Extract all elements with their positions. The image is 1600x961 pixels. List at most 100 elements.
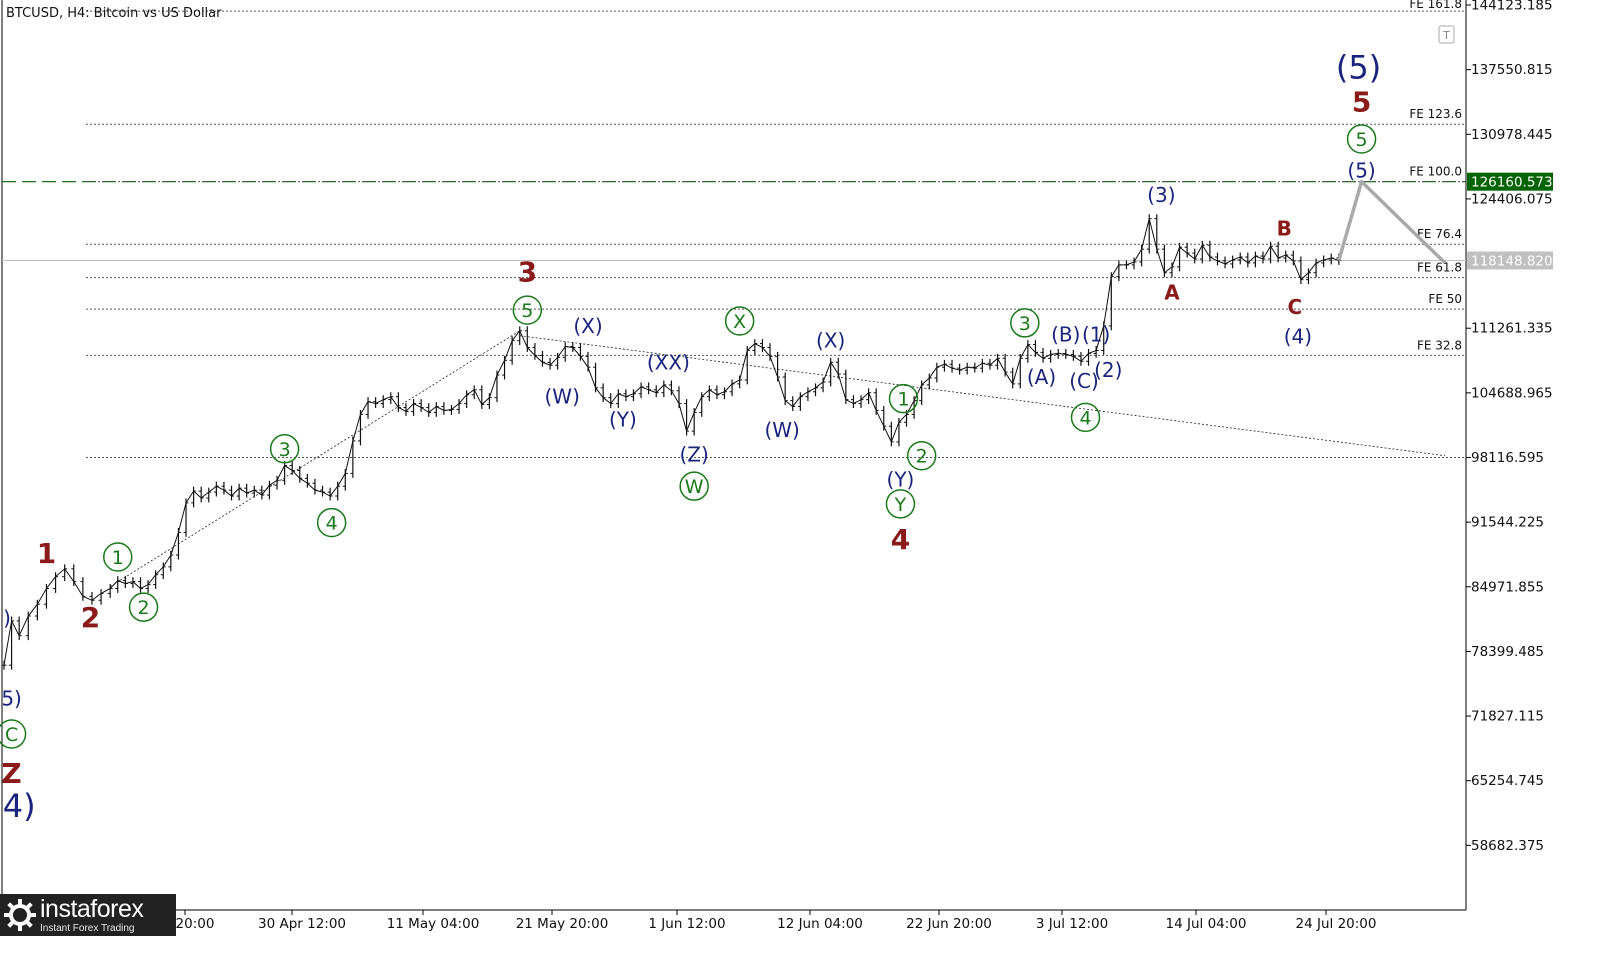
wave-label-green: 3	[279, 439, 291, 461]
wave-label-green: 5	[521, 300, 533, 322]
wave-label-green-circle	[512, 295, 543, 325]
wave-label-green-circle	[269, 434, 300, 464]
x-tick-label: 30 Apr 12:00	[258, 916, 346, 932]
x-tick-label: 21 May 20:00	[516, 916, 609, 932]
wave-label-green-circle	[128, 592, 159, 622]
x-tick-label: 20:00	[176, 916, 215, 932]
wave-label-maroon: 5	[1352, 85, 1371, 118]
wave-label-maroon: Z	[1, 757, 21, 790]
text-tool-icon: T	[1442, 29, 1450, 42]
watermark-subtitle: Instant Forex Trading	[40, 922, 135, 934]
trendline	[519, 335, 1446, 457]
y-tick-label: 144123.185	[1471, 0, 1553, 14]
wave-label-green-circle	[1070, 402, 1101, 433]
wave-label-navy: (5)	[1347, 158, 1375, 182]
wave-label-navy: (3)	[1147, 183, 1175, 207]
wave-label-navy: (Y)	[609, 407, 637, 431]
wave-label-green-circle	[888, 383, 919, 414]
y-tick-label: 65254.745	[1471, 773, 1544, 789]
watermark-brand: instaforex	[40, 894, 144, 923]
wave-label-green-circle	[103, 542, 133, 572]
wave-label-green: 2	[138, 597, 150, 619]
wave-label-maroon: 4	[891, 523, 910, 556]
wave-label-navy: (5)	[1336, 48, 1381, 86]
wave-label-maroon: A	[1164, 280, 1180, 304]
y-tick-label: 58682.375	[1471, 838, 1544, 854]
wave-label-green: Y	[894, 494, 907, 516]
y-tick-label: 104688.965	[1471, 385, 1553, 401]
current-price-label: 118148.820	[1471, 253, 1553, 269]
fib-level-label: FE 50	[1428, 292, 1462, 306]
target-price-label: 126160.573	[1471, 175, 1553, 191]
wave-label-green: 4	[1079, 407, 1091, 429]
chart-title: BTCUSD, H4: Bitcoin vs US Dollar	[6, 6, 222, 21]
x-tick-label: 22 Jun 20:00	[906, 916, 992, 932]
y-tick-label: 78399.485	[1471, 644, 1544, 660]
wave-label-navy: (X)	[816, 329, 845, 353]
y-tick-label: 130978.445	[1471, 127, 1553, 143]
wave-label-maroon: 3	[518, 256, 537, 289]
y-tick-label: 124406.075	[1471, 191, 1553, 207]
wave-label-green-circle	[906, 440, 937, 471]
wave-label-navy: (W)	[545, 385, 580, 409]
wave-label-green-circle	[1010, 308, 1040, 338]
fib-level-label: FE 76.4	[1417, 227, 1462, 241]
fib-level-label: FE 161.8	[1409, 0, 1462, 11]
text-tool-button[interactable]	[1438, 25, 1455, 44]
projection-path	[1337, 179, 1447, 265]
wave-label-navy: (X)	[573, 314, 602, 338]
wave-label-green-circle	[885, 489, 916, 519]
y-tick-label: 84971.855	[1471, 579, 1544, 595]
wave-label-navy: (1)	[1082, 323, 1110, 347]
wave-label-green: 1	[897, 389, 909, 411]
wave-label-green-circle	[0, 719, 27, 749]
wave-label-navy: (W)	[764, 418, 799, 442]
instaforex-gear-logo-icon	[0, 894, 40, 936]
fib-level-label: FE 61.8	[1417, 261, 1462, 275]
wave-label-green-circle	[316, 507, 347, 538]
trendline	[109, 330, 520, 587]
wave-label-green-circle	[1346, 124, 1377, 154]
target-price-box	[1467, 172, 1553, 191]
wave-label-navy: (B)	[1051, 323, 1080, 347]
wave-label-navy: )	[3, 606, 11, 630]
wave-label-green: X	[733, 311, 746, 333]
x-tick-label: 14 Jul 04:00	[1166, 916, 1247, 932]
y-tick-label: 98116.595	[1471, 450, 1544, 466]
y-tick-label: 91544.225	[1471, 515, 1544, 531]
wave-label-green: C	[5, 724, 18, 746]
wave-label-green: 4	[326, 513, 338, 535]
wave-label-navy: (XX)	[647, 350, 690, 374]
x-tick-label: 3 Jul 12:00	[1036, 916, 1108, 932]
wave-label-green: 5	[1356, 129, 1368, 151]
wave-label-green: 2	[916, 446, 928, 468]
wave-label-green-circle	[724, 306, 755, 336]
y-tick-label: 71827.115	[1471, 709, 1544, 725]
wave-label-navy: (4)	[1284, 325, 1312, 349]
wave-label-navy: 4)	[3, 787, 36, 825]
instaforex-watermark: instaforex Instant Forex Trading	[0, 894, 176, 936]
wave-label-green-circle	[679, 471, 709, 501]
wave-label-maroon: 1	[37, 537, 56, 570]
fib-level-label: FE 123.6	[1409, 107, 1462, 121]
wave-label-green: 1	[112, 547, 124, 569]
x-tick-label: 12 Jun 04:00	[777, 916, 863, 932]
y-tick-label: 137550.815	[1471, 62, 1553, 78]
x-tick-label: 11 May 04:00	[387, 916, 480, 932]
price-line	[3, 218, 1339, 666]
wave-label-maroon: B	[1277, 216, 1292, 240]
x-tick-label: 1 Jun 12:00	[648, 916, 725, 932]
current-price-box	[1467, 251, 1553, 270]
wave-label-green: W	[685, 476, 704, 498]
wave-label-navy: (Y)	[887, 467, 915, 491]
wave-label-navy: (2)	[1094, 358, 1122, 382]
price-bars	[1, 214, 1342, 670]
x-tick-label: 24 Jul 20:00	[1296, 916, 1377, 932]
wave-label-navy: (C)	[1069, 369, 1099, 393]
wave-label-maroon: C	[1287, 295, 1302, 319]
wave-label-maroon: 2	[81, 601, 100, 634]
wave-label-navy: 5)	[1, 687, 22, 711]
fib-level-label: FE 32.8	[1417, 338, 1462, 352]
